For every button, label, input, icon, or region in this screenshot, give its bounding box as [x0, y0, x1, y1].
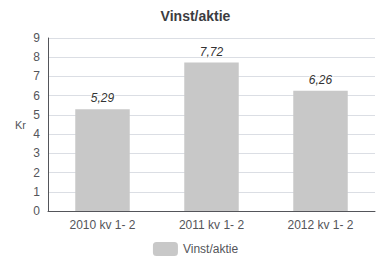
svg-text:4: 4	[33, 127, 40, 141]
svg-text:8: 8	[33, 50, 40, 64]
svg-text:5: 5	[33, 108, 40, 122]
svg-text:9: 9	[33, 31, 40, 45]
svg-text:6,26: 6,26	[309, 73, 333, 87]
svg-text:2012 kv 1- 2: 2012 kv 1- 2	[287, 218, 353, 232]
svg-text:0: 0	[33, 204, 40, 218]
svg-text:2010 kv 1- 2: 2010 kv 1- 2	[69, 218, 135, 232]
svg-text:Vinst/aktie: Vinst/aktie	[183, 242, 238, 256]
svg-text:2011 kv 1- 2: 2011 kv 1- 2	[179, 218, 244, 232]
svg-text:7,72: 7,72	[200, 45, 224, 59]
svg-text:6: 6	[33, 89, 40, 103]
svg-text:7: 7	[33, 69, 40, 83]
svg-text:2: 2	[33, 166, 40, 180]
svg-text:1: 1	[33, 185, 40, 199]
svg-text:5,29: 5,29	[91, 91, 115, 105]
svg-text:Kr: Kr	[15, 119, 26, 131]
svg-text:3: 3	[33, 146, 40, 160]
svg-text:Vinst/aktie: Vinst/aktie	[161, 8, 231, 24]
